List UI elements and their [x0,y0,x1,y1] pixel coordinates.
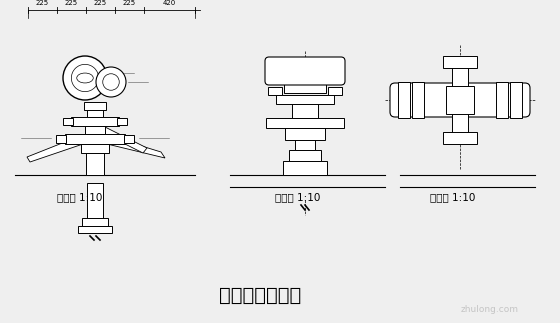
Bar [124,135,134,143]
Bar [78,226,112,233]
Bar [266,118,344,128]
Bar [452,60,468,140]
Bar [292,104,318,118]
Polygon shape [27,136,83,162]
Text: 立面图 1:10: 立面图 1:10 [275,192,320,202]
Text: 柱头科斗拱详图: 柱头科斗拱详图 [219,286,301,305]
Bar [510,82,522,118]
Bar [496,82,508,118]
Bar [443,132,477,144]
Bar [328,87,342,95]
Text: zhulong.com: zhulong.com [461,306,519,315]
Polygon shape [99,126,147,153]
Bar [284,83,326,93]
Bar [63,118,73,125]
Bar [412,82,424,118]
Bar [443,56,477,68]
Bar [56,135,66,143]
Bar [84,102,106,110]
Bar [268,87,282,95]
Bar [283,161,327,175]
FancyBboxPatch shape [390,83,530,117]
Bar [295,140,315,150]
Text: 平面图 1:10: 平面图 1:10 [430,192,475,202]
Bar [86,153,104,175]
Text: 225: 225 [65,0,78,6]
Bar [65,134,125,144]
Text: 225: 225 [36,0,49,6]
Text: 225: 225 [94,0,107,6]
Bar [87,183,103,218]
Polygon shape [107,136,165,158]
Text: 420: 420 [163,0,176,6]
Bar [82,218,108,226]
Bar [398,82,410,118]
Bar [81,144,109,153]
Bar [446,86,474,114]
Text: 剖面图 1:10: 剖面图 1:10 [57,192,102,202]
FancyBboxPatch shape [265,57,345,85]
Bar [117,118,127,125]
Bar [85,126,105,134]
Circle shape [63,56,107,100]
Text: 225: 225 [123,0,136,6]
Bar [285,128,325,140]
Bar [276,95,334,104]
Bar [87,110,103,117]
Bar [71,117,119,126]
Bar [289,150,321,161]
Circle shape [96,67,126,97]
